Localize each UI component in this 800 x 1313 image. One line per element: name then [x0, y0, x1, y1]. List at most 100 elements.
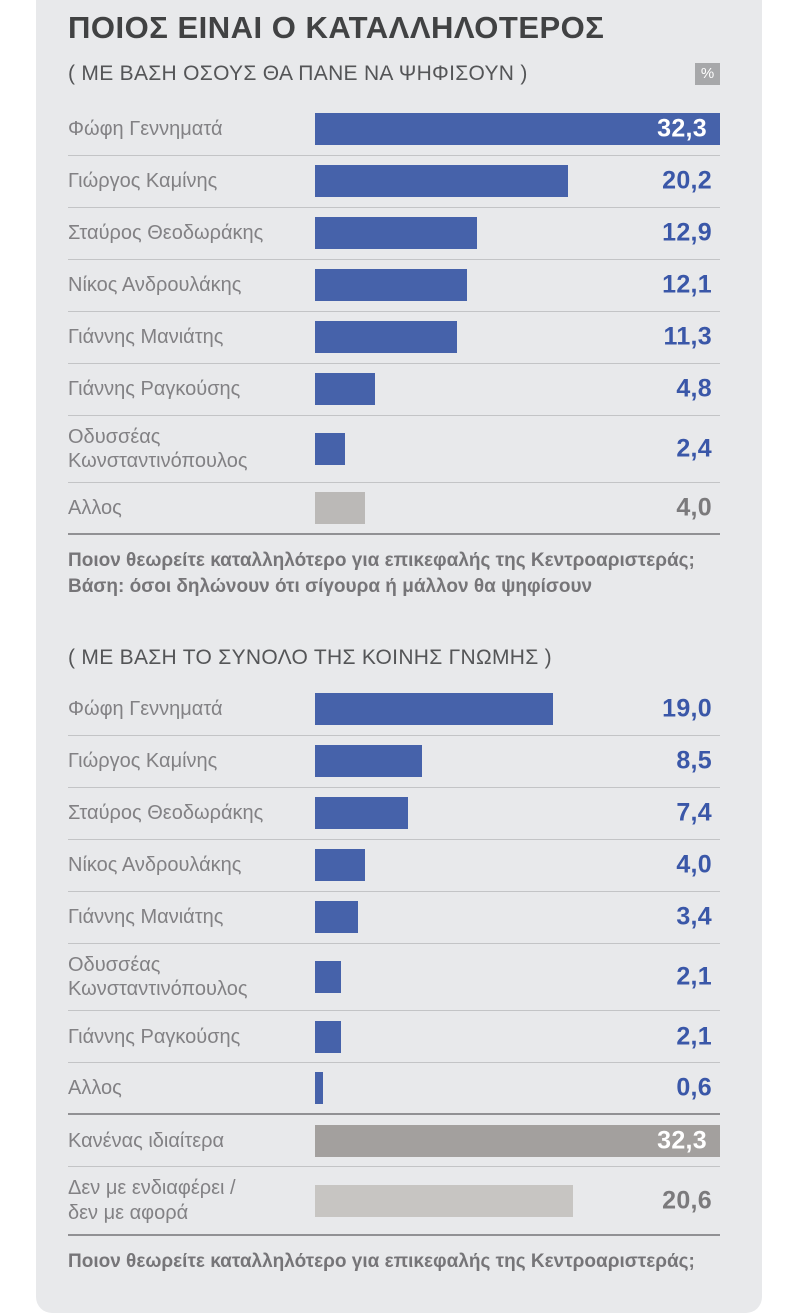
chart-row: Γιώργος Καμίνης 8,5 [68, 736, 720, 788]
bar-track: 32,3 [315, 113, 720, 146]
page-title: ΠΟΙΟΣ ΕΙΝΑΙ Ο ΚΑΤΑΛΛΗΛΟΤΕΡΟΣ [68, 10, 605, 45]
bar-track: 20,6 [315, 1184, 720, 1217]
bar-track: 32,3 [315, 1124, 720, 1157]
chart-row: Γιάννης Μανιάτης 11,3 [68, 312, 720, 364]
bar-label: Οδυσσέας Κωνσταντινόπουλος [68, 425, 248, 473]
chart1-header: ( ΜΕ ΒΑΣΗ ΟΣΟΥΣ ΘΑ ΠΑΝΕ ΝΑ ΨΗΦΙΣΟΥΝ ) % [68, 62, 720, 86]
bar-track: 0,6 [315, 1072, 720, 1105]
bar-value: 2,1 [676, 1022, 712, 1051]
chart-row: Οδυσσέας Κωνσταντινόπουλος 2,1 [68, 944, 720, 1012]
bar-label: Δεν με ενδιαφέρει / δεν με αφορά [68, 1177, 236, 1224]
bar-value: 12,9 [662, 218, 712, 247]
chart-row: Αλλος 4,0 [68, 483, 720, 536]
chart2-subtitle: ( ΜΕ ΒΑΣΗ ΤΟ ΣΥΝΟΛΟ ΤΗΣ ΚΟΙΝΗΣ ΓΝΩΜΗΣ ) [68, 645, 552, 669]
chart1-footnote: Ποιον θεωρείτε καταλληλότερο για επικεφα… [68, 550, 695, 598]
bar-label: Κανένας ιδιαίτερα [68, 1129, 225, 1152]
bar-label: Οδυσσέας Κωνσταντινόπουλος [68, 953, 248, 1001]
chart-row: Γιώργος Καμίνης 20,2 [68, 156, 720, 208]
value-bar [315, 269, 467, 302]
bar-label: Γιώργος Καμίνης [68, 169, 218, 192]
bar-track: 4,0 [315, 492, 720, 525]
bar-track: 2,1 [315, 961, 720, 994]
bar-value: 11,3 [663, 322, 712, 351]
bar-value: 4,8 [676, 374, 712, 403]
percent-unit-badge: % [695, 62, 720, 85]
bar-label: Γιώργος Καμίνης [68, 750, 218, 772]
bar-value: 4,0 [676, 850, 712, 879]
value-bar [315, 1184, 574, 1217]
bar-label: Γιάννης Ραγκούσης [68, 377, 241, 400]
chart-row: Νίκος Ανδρουλάκης 12,1 [68, 260, 720, 312]
value-bar [315, 113, 720, 146]
chart-row: Οδυσσέας Κωνσταντινόπουλος 2,4 [68, 416, 720, 484]
bar-track: 7,4 [315, 797, 720, 830]
bar-track: 11,3 [315, 321, 720, 354]
chart-row: Νίκος Ανδρουλάκης 4,0 [68, 840, 720, 892]
bar-track: 3,4 [315, 901, 720, 934]
chart-row: Γιάννης Ραγκούσης 4,8 [68, 364, 720, 416]
bar-value: 0,6 [676, 1073, 712, 1102]
value-bar [315, 492, 366, 525]
bar-track: 4,0 [315, 849, 720, 882]
bar-label: Σταύρος Θεοδωράκης [68, 221, 264, 244]
bar-value: 19,0 [662, 694, 712, 723]
bar-track: 4,8 [315, 373, 720, 406]
bar-label: Φώφη Γεννηματά [68, 117, 223, 140]
bar-value: 8,5 [676, 746, 712, 775]
value-bar [315, 321, 457, 354]
bar-value: 12,1 [662, 270, 712, 299]
bar-value: 20,6 [662, 1186, 712, 1215]
value-bar [315, 849, 366, 882]
value-bar [315, 165, 569, 198]
chart-row: Αλλος 0,6 [68, 1063, 720, 1116]
bar-label: Αλλος [68, 497, 122, 520]
chart-panel: ΠΟΙΟΣ ΕΙΝΑΙ Ο ΚΑΤΑΛΛΗΛΟΤΕΡΟΣ ( ΜΕ ΒΑΣΗ Ο… [36, 0, 762, 1313]
value-bar [315, 1020, 342, 1053]
chart-row: Γιάννης Ραγκούσης 2,1 [68, 1011, 720, 1064]
chart-row: Σταύρος Θεοδωράκης 12,9 [68, 208, 720, 260]
bar-label: Νίκος Ανδρουλάκης [68, 854, 242, 876]
chart-row: Δεν με ενδιαφέρει / δεν με αφορά 20,6 [68, 1167, 720, 1237]
bar-label: Γιάννης Ραγκούσης [68, 1025, 241, 1048]
value-bar [315, 693, 554, 726]
bar-label: Γιάννης Μανιάτης [68, 325, 224, 348]
bar-label: Σταύρος Θεοδωράκης [68, 802, 264, 824]
bar-label: Γιάννης Μανιάτης [68, 906, 224, 928]
bar-value: 32,3 [657, 1126, 707, 1155]
value-bar [315, 797, 408, 830]
chart1-subtitle: ( ΜΕ ΒΑΣΗ ΟΣΟΥΣ ΘΑ ΠΑΝΕ ΝΑ ΨΗΦΙΣΟΥΝ ) [68, 61, 528, 85]
value-bar [315, 373, 376, 406]
value-bar [315, 1072, 323, 1105]
bar-track: 20,2 [315, 165, 720, 198]
chart-voters: Φώφη Γεννηματά 32,3 Γιώργος Καμίνης 20,2 Στα… [68, 104, 720, 536]
chart-public-opinion: Φώφη Γεννηματά 19,0 Γιώργος Καμίνης 8,5 Σταύ… [68, 684, 720, 1237]
bar-value: 2,1 [676, 962, 712, 991]
bar-label: Φώφη Γεννηματά [68, 698, 223, 720]
chart-row: Φώφη Γεννηματά 19,0 [68, 684, 720, 736]
bar-value: 32,3 [657, 114, 707, 143]
bar-value: 2,4 [676, 434, 712, 463]
bar-track: 2,4 [315, 433, 720, 466]
value-bar [315, 433, 346, 466]
bar-track: 8,5 [315, 745, 720, 778]
bar-track: 12,9 [315, 217, 720, 250]
bar-value: 20,2 [662, 166, 712, 195]
bar-value: 7,4 [676, 798, 712, 827]
bar-value: 3,4 [676, 902, 712, 931]
chart2-footnote: Ποιον θεωρείτε καταλληλότερο για επικεφα… [68, 1251, 695, 1273]
value-bar [315, 217, 477, 250]
value-bar [315, 1124, 720, 1157]
bar-track: 2,1 [315, 1020, 720, 1053]
value-bar [315, 961, 342, 994]
bar-label: Αλλος [68, 1077, 122, 1100]
bar-value: 4,0 [676, 493, 712, 522]
chart-row: Σταύρος Θεοδωράκης 7,4 [68, 788, 720, 840]
value-bar [315, 901, 358, 934]
value-bar [315, 745, 422, 778]
bar-label: Νίκος Ανδρουλάκης [68, 273, 242, 296]
chart-row: Φώφη Γεννηματά 32,3 [68, 104, 720, 156]
chart-row: Κανένας ιδιαίτερα 32,3 [68, 1115, 720, 1168]
chart-row: Γιάννης Μανιάτης 3,4 [68, 892, 720, 944]
bar-track: 19,0 [315, 693, 720, 726]
